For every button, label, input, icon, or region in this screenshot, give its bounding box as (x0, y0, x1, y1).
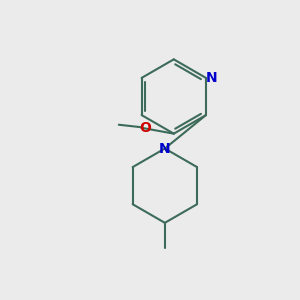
Text: O: O (140, 121, 152, 135)
Text: N: N (159, 142, 171, 155)
Text: N: N (206, 71, 218, 85)
